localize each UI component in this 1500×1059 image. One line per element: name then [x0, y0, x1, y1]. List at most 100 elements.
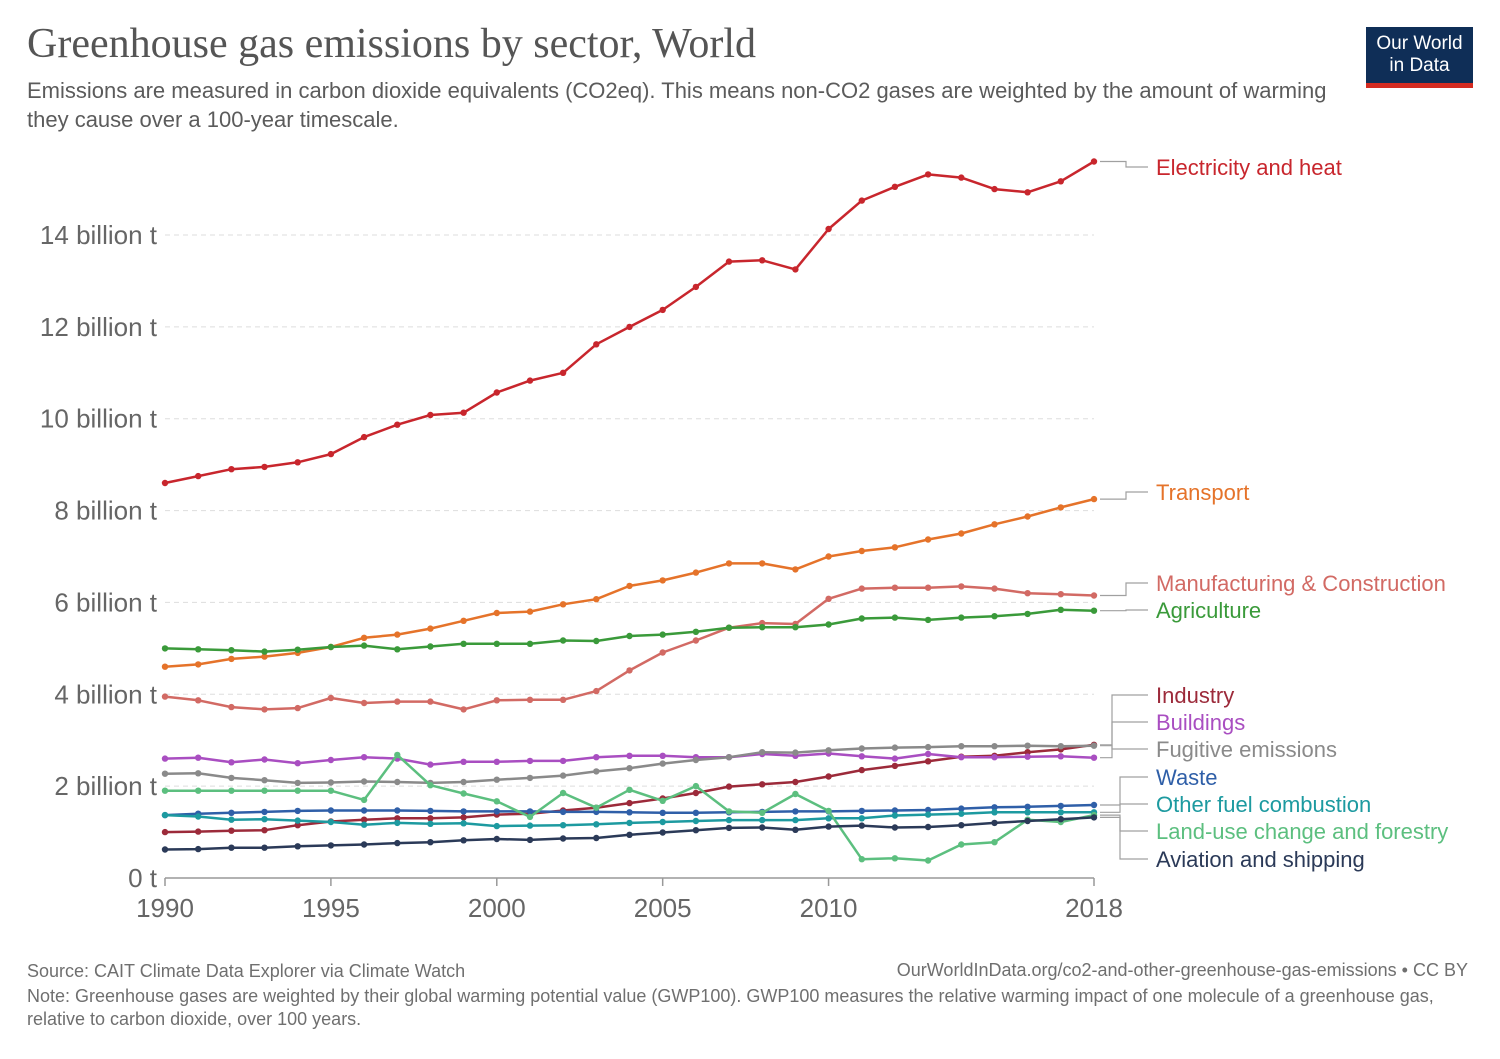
data-point[interactable]: [792, 790, 799, 798]
data-point[interactable]: [1024, 189, 1031, 196]
series-land-use-change-and-forestry[interactable]: [161, 751, 1098, 864]
data-point[interactable]: [493, 697, 500, 704]
data-point[interactable]: [792, 566, 799, 573]
series-other-fuel-combustion[interactable]: [161, 809, 1098, 830]
data-point[interactable]: [725, 624, 733, 631]
data-point[interactable]: [858, 547, 865, 555]
data-point[interactable]: [891, 755, 899, 762]
series-line[interactable]: [164, 608, 1095, 653]
data-point[interactable]: [327, 842, 335, 849]
data-point[interactable]: [759, 749, 766, 756]
data-point[interactable]: [161, 479, 169, 487]
data-point[interactable]: [958, 822, 965, 829]
data-point[interactable]: [692, 569, 700, 576]
data-point[interactable]: [1024, 610, 1031, 618]
data-point[interactable]: [593, 834, 600, 842]
data-point[interactable]: [394, 815, 401, 822]
data-point[interactable]: [1090, 814, 1098, 821]
data-point[interactable]: [958, 841, 965, 848]
data-point[interactable]: [891, 544, 899, 551]
data-point[interactable]: [626, 582, 633, 590]
data-point[interactable]: [294, 843, 301, 850]
data-point[interactable]: [460, 758, 467, 765]
data-point[interactable]: [858, 766, 865, 774]
data-point[interactable]: [195, 828, 202, 835]
data-point[interactable]: [161, 811, 169, 819]
series-label[interactable]: Land-use change and forestry: [1156, 819, 1448, 844]
data-point[interactable]: [559, 637, 567, 644]
data-point[interactable]: [161, 645, 169, 652]
data-point[interactable]: [692, 637, 700, 644]
data-point[interactable]: [360, 634, 368, 641]
data-point[interactable]: [1024, 809, 1031, 816]
data-point[interactable]: [924, 857, 932, 864]
data-point[interactable]: [991, 585, 998, 592]
data-point[interactable]: [493, 609, 500, 617]
data-point[interactable]: [427, 643, 434, 650]
data-point[interactable]: [924, 171, 932, 178]
data-point[interactable]: [327, 787, 335, 794]
data-point[interactable]: [891, 584, 899, 591]
series-label[interactable]: Buildings: [1156, 710, 1245, 735]
data-point[interactable]: [858, 585, 865, 592]
data-point[interactable]: [228, 827, 235, 834]
data-point[interactable]: [460, 617, 467, 624]
data-point[interactable]: [858, 745, 865, 752]
data-point[interactable]: [659, 577, 666, 584]
data-point[interactable]: [460, 808, 467, 815]
data-point[interactable]: [825, 595, 832, 602]
data-point[interactable]: [759, 816, 766, 824]
data-point[interactable]: [692, 756, 700, 764]
series-label[interactable]: Agriculture: [1156, 598, 1261, 623]
data-point[interactable]: [294, 817, 301, 824]
data-point[interactable]: [195, 813, 202, 820]
data-point[interactable]: [1057, 743, 1065, 750]
series-label[interactable]: Electricity and heat: [1156, 155, 1342, 180]
data-point[interactable]: [692, 628, 700, 635]
data-point[interactable]: [559, 822, 567, 829]
data-point[interactable]: [593, 768, 600, 775]
data-point[interactable]: [858, 856, 865, 863]
data-point[interactable]: [559, 601, 567, 608]
data-point[interactable]: [924, 758, 932, 765]
data-point[interactable]: [692, 827, 700, 834]
data-point[interactable]: [924, 616, 932, 624]
data-point[interactable]: [593, 804, 600, 811]
data-point[interactable]: [228, 844, 235, 851]
data-point[interactable]: [1024, 817, 1031, 825]
data-point[interactable]: [427, 761, 434, 768]
data-point[interactable]: [792, 816, 799, 824]
data-point[interactable]: [228, 816, 235, 823]
data-point[interactable]: [228, 759, 235, 766]
data-point[interactable]: [725, 808, 733, 815]
data-point[interactable]: [394, 819, 401, 827]
data-point[interactable]: [924, 750, 932, 758]
data-point[interactable]: [161, 787, 169, 794]
data-point[interactable]: [1090, 742, 1098, 749]
data-point[interactable]: [526, 696, 534, 703]
data-point[interactable]: [294, 646, 301, 653]
data-point[interactable]: [593, 596, 600, 603]
data-point[interactable]: [626, 799, 633, 807]
data-point[interactable]: [626, 632, 633, 640]
data-point[interactable]: [626, 831, 633, 838]
data-point[interactable]: [294, 459, 301, 466]
data-point[interactable]: [526, 836, 534, 844]
data-point[interactable]: [427, 625, 434, 632]
data-point[interactable]: [394, 421, 401, 428]
data-point[interactable]: [493, 808, 500, 815]
data-point[interactable]: [1090, 495, 1098, 503]
data-point[interactable]: [294, 822, 301, 829]
data-point[interactable]: [261, 808, 268, 816]
data-point[interactable]: [991, 521, 998, 528]
data-point[interactable]: [1090, 607, 1098, 614]
data-point[interactable]: [958, 583, 965, 590]
data-point[interactable]: [493, 835, 500, 843]
data-point[interactable]: [294, 760, 301, 767]
data-point[interactable]: [1057, 178, 1065, 185]
data-point[interactable]: [958, 174, 965, 181]
data-point[interactable]: [825, 773, 832, 780]
data-point[interactable]: [161, 693, 169, 700]
data-point[interactable]: [360, 699, 368, 707]
data-point[interactable]: [427, 815, 434, 822]
